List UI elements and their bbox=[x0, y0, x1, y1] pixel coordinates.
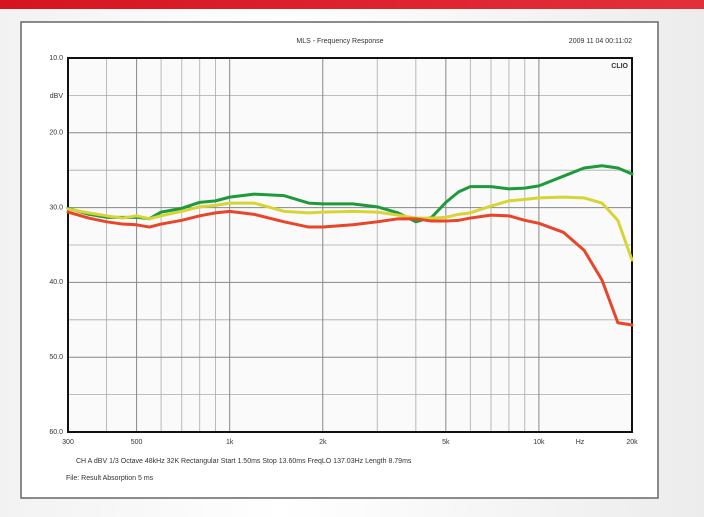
x-tick-label: 5k bbox=[442, 439, 450, 446]
x-unit: Hz bbox=[576, 439, 585, 446]
footer-line: File: Result Absorption 5 ms bbox=[66, 475, 154, 482]
timestamp: 2009 11 04 00:11:02 bbox=[569, 38, 632, 45]
x-tick-label: 20k bbox=[626, 439, 638, 446]
series-line bbox=[66, 195, 634, 262]
y-tick-label: 30.0 bbox=[49, 204, 63, 211]
chart-title: MLS - Frequency Response bbox=[296, 38, 383, 45]
plot-frame bbox=[67, 57, 633, 433]
x-tick-label: 500 bbox=[131, 439, 143, 446]
series-line bbox=[66, 209, 634, 327]
x-tick-label: 2k bbox=[319, 439, 327, 446]
x-tick-label: 300 bbox=[62, 439, 74, 446]
y-tick-label: 10.0 bbox=[49, 55, 63, 62]
x-tick-label: 10k bbox=[533, 439, 545, 446]
y-tick-label: 40.0 bbox=[49, 279, 63, 286]
y-tick-label: 60.0 bbox=[49, 429, 63, 436]
y-tick-label: 20.0 bbox=[49, 130, 63, 137]
x-tick-label: 1k bbox=[226, 439, 234, 446]
y-unit: dBV bbox=[50, 93, 64, 100]
footer-line: CH A dBV 1/3 Octave 48kHz 32K Rectangula… bbox=[76, 458, 412, 465]
y-tick-label: 50.0 bbox=[49, 354, 63, 361]
top-bar bbox=[0, 0, 704, 9]
brand: CLIO bbox=[611, 63, 628, 70]
